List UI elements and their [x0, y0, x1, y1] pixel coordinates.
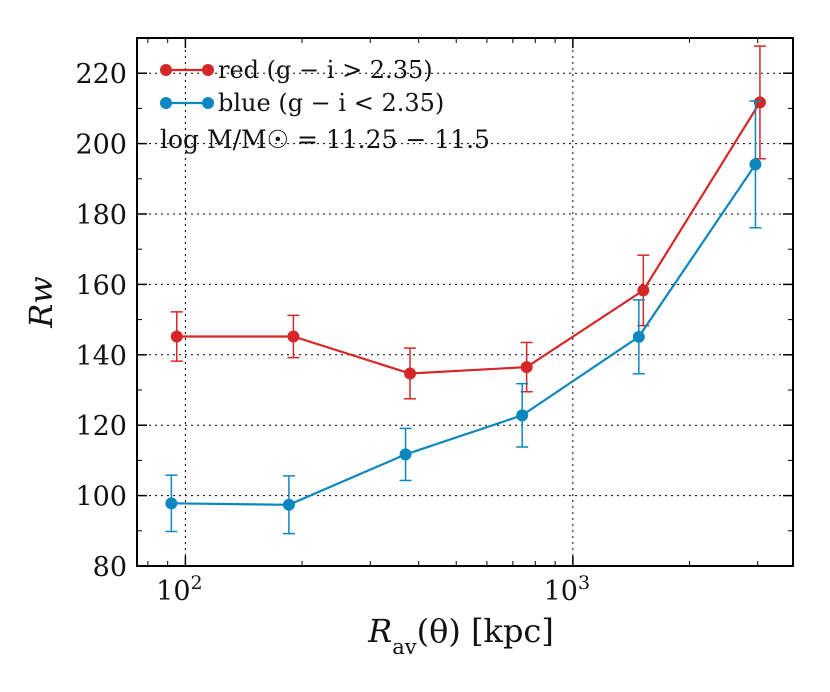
x-tick-label: 102	[156, 572, 202, 607]
series-red	[170, 45, 766, 400]
tick-labels: 80 100 120 140 160 180 200 220 102 103	[75, 59, 590, 607]
legend-label-blue: blue (g − i < 2.35)	[218, 89, 444, 117]
legend-label-red: red (g − i > 2.35)	[218, 56, 433, 84]
data-point-blue	[282, 498, 295, 511]
ticks	[137, 38, 793, 567]
data-point-blue	[632, 330, 645, 343]
x-axis-label-rest: (θ) [kpc]	[417, 612, 554, 650]
x-axis-label-main: R	[367, 612, 392, 650]
y-tick-label: 80	[93, 552, 127, 583]
data-point-red	[753, 96, 766, 109]
legend-marker-blue	[202, 97, 214, 109]
series-blue	[165, 100, 762, 535]
data-point-red	[404, 367, 417, 380]
series-line-blue	[171, 163, 757, 506]
y-tick-label: 220	[75, 59, 127, 90]
legend-marker-red	[160, 64, 172, 76]
y-tick-label: 100	[75, 482, 127, 513]
y-tick-label: 180	[75, 200, 127, 231]
data-point-red	[170, 330, 183, 343]
y-tick-label: 160	[75, 270, 127, 301]
data-point-blue	[516, 409, 529, 422]
y-tick-label: 120	[75, 411, 127, 442]
series-layer	[165, 45, 766, 535]
y-tick-label: 140	[75, 341, 127, 372]
x-axis-label: Rav(θ) [kpc]	[367, 612, 554, 659]
plot-frame	[136, 37, 794, 567]
series-line-red	[176, 101, 761, 375]
y-tick-label: 200	[75, 130, 127, 161]
grid	[137, 38, 793, 566]
data-point-red	[637, 284, 650, 297]
mass-range-annotation: log M/M☉ = 11.25 − 11.5	[160, 125, 490, 154]
data-point-red	[520, 361, 533, 374]
x-axis-label-sub: av	[392, 635, 417, 659]
data-point-blue	[165, 497, 178, 510]
legend: red (g − i > 2.35) blue (g − i < 2.35) l…	[160, 56, 490, 154]
y-axis-label: Rw	[22, 276, 60, 328]
data-point-blue	[749, 158, 762, 171]
data-point-blue	[399, 448, 412, 461]
legend-marker-red	[202, 64, 214, 76]
data-point-red	[287, 330, 300, 343]
legend-marker-blue	[160, 97, 172, 109]
x-tick-label: 103	[544, 572, 590, 607]
